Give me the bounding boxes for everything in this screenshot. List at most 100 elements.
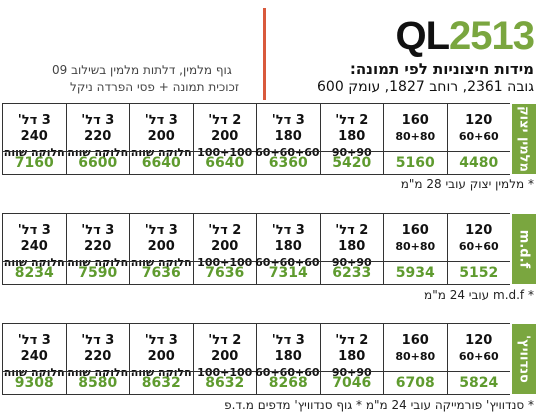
dimensions: גובה 2361, רוחב 1827, עומק 600: [317, 79, 534, 95]
column-size: 2 דל' 200: [208, 113, 242, 144]
column-size: 2 דל' 200: [208, 333, 242, 364]
table-column: 3 דל' 180 60+60+60 6360: [255, 104, 320, 174]
column-split: 90+90: [331, 146, 372, 159]
material-text: m.d.f: [516, 229, 532, 269]
model-name: QL2513: [395, 14, 535, 58]
column-size: 2 דל' 180: [335, 333, 369, 364]
column-size: 2 דל' 200: [208, 223, 242, 254]
column-split: חלוקה שווה: [3, 256, 65, 269]
price: 5420: [320, 151, 383, 171]
column-split: חלוקה שווה: [3, 366, 65, 379]
table-column: 2 דל' 180 90+90 6233: [319, 214, 383, 284]
column-size: 160: [401, 333, 429, 348]
column-size: 3 דל' 200: [144, 333, 178, 364]
column-split: 80+80: [395, 240, 436, 253]
column-split: 60+60: [458, 350, 499, 363]
column-split: 90+90: [331, 256, 372, 269]
table-column: 2 דל' 180 90+90 5420: [319, 104, 383, 174]
table-column: 3 דל' 180 60+60+60 8268: [255, 324, 320, 394]
column-split: 100+100: [197, 256, 253, 269]
price: 8234: [3, 261, 66, 281]
column-split: חלוקה שווה: [130, 366, 192, 379]
price: 5824: [447, 371, 510, 391]
column-size: 3 דל' 220: [81, 333, 115, 364]
price-table: 120 60+60 4480 160 80+80 5160 2 דל' 180 90+90 54…: [2, 103, 510, 175]
price: 5152: [447, 261, 510, 281]
column-split: 60+60+60: [255, 256, 320, 269]
table-column: 3 דל' 180 60+60+60 7314: [255, 214, 320, 284]
price: 6233: [320, 261, 383, 281]
divider: [263, 8, 266, 100]
column-size: 2 דל' 180: [335, 113, 369, 144]
column-split: חלוקה שווה: [67, 256, 129, 269]
table-column: 160 80+80 6708: [383, 324, 447, 394]
table-column: 2 דל' 200 100+100 7636: [192, 214, 256, 284]
material-label: סנדוויץ': [512, 324, 536, 394]
material-text: סנדוויץ': [516, 335, 532, 383]
model-number: 2513: [449, 14, 535, 58]
column-size: 3 דל' 200: [144, 113, 178, 144]
column-size: 3 דל' 200: [144, 223, 178, 254]
material-text: מלמין יצוק: [516, 106, 532, 172]
description: זכוכית תמונה + פסי הפרדה ניקל: [70, 80, 240, 94]
price: 8580: [66, 371, 129, 391]
table-column: 3 דל' 220 חלוקה שווה 8580: [65, 324, 129, 394]
column-split: 80+80: [395, 130, 436, 143]
column-split: 60+60+60: [255, 366, 320, 379]
column-split: חלוקה שווה: [130, 256, 192, 269]
column-size: 120: [465, 223, 493, 238]
price: 6640: [193, 151, 256, 171]
column-split: 60+60+60: [255, 146, 320, 159]
column-size: 2 דל' 180: [335, 223, 369, 254]
note: * מלמין יצוק עובי 28 מ"מ: [400, 177, 534, 191]
price: 4480: [447, 151, 510, 171]
column-size: 3 דל' 220: [81, 223, 115, 254]
column-size: 120: [465, 113, 493, 128]
table-column: 160 80+80 5160: [383, 104, 447, 174]
table-column: 3 דל' 240 חלוקה שווה 9308: [2, 324, 66, 394]
price: 7160: [3, 151, 66, 171]
price: 7636: [193, 261, 256, 281]
column-size: 3 דל' 240: [17, 333, 51, 364]
material-label: m.d.f: [512, 214, 536, 284]
table-column: 2 דל' 200 100+100 8632: [192, 324, 256, 394]
column-size: 3 דל' 240: [17, 113, 51, 144]
column-split: 60+60: [458, 130, 499, 143]
note: * m.d.f עובי 24 מ"מ: [424, 288, 534, 302]
column-size: 3 דל' 180: [271, 223, 305, 254]
table-column: 120 60+60 5152: [446, 214, 510, 284]
price: 7636: [130, 261, 193, 281]
table-column: 2 דל' 200 100+100 6640: [192, 104, 256, 174]
note: * סנדוויץ' פורמייקה עובי 24 מ"מ * גוף סנ…: [224, 398, 534, 412]
table-column: 120 60+60 5824: [446, 324, 510, 394]
table-column: 120 60+60 4480: [446, 104, 510, 174]
price: 7590: [66, 261, 129, 281]
price: 7314: [257, 261, 320, 281]
column-size: 3 דל' 180: [271, 333, 305, 364]
price: 8632: [130, 371, 193, 391]
column-size: 3 דל' 180: [271, 113, 305, 144]
column-split: חלוקה שווה: [67, 366, 129, 379]
table-column: 3 דל' 240 חלוקה שווה 7160: [2, 104, 66, 174]
column-split: חלוקה שווה: [3, 146, 65, 159]
table-column: 3 דל' 220 חלוקה שווה 7590: [65, 214, 129, 284]
column-split: 100+100: [197, 366, 253, 379]
price: 6640: [130, 151, 193, 171]
table-column: 3 דל' 200 חלוקה שווה 6640: [129, 104, 193, 174]
table-column: 2 דל' 180 90+90 7046: [319, 324, 383, 394]
price: 5160: [384, 151, 447, 171]
price-table: 120 60+60 5824 160 80+80 6708 2 דל' 180 90+90 70…: [2, 323, 510, 395]
table-column: 3 דל' 200 חלוקה שווה 8632: [129, 324, 193, 394]
material-label: מלמין יצוק: [512, 104, 536, 174]
column-split: 100+100: [197, 146, 253, 159]
column-size: 120: [465, 333, 493, 348]
column-split: חלוקה שווה: [67, 146, 129, 159]
price: 5934: [384, 261, 447, 281]
column-size: 160: [401, 113, 429, 128]
column-split: 90+90: [331, 366, 372, 379]
price: 6600: [66, 151, 129, 171]
price: 8268: [257, 371, 320, 391]
price-table: 120 60+60 5152 160 80+80 5934 2 דל' 180 90+90 62…: [2, 213, 510, 285]
model-prefix: QL: [395, 14, 450, 58]
